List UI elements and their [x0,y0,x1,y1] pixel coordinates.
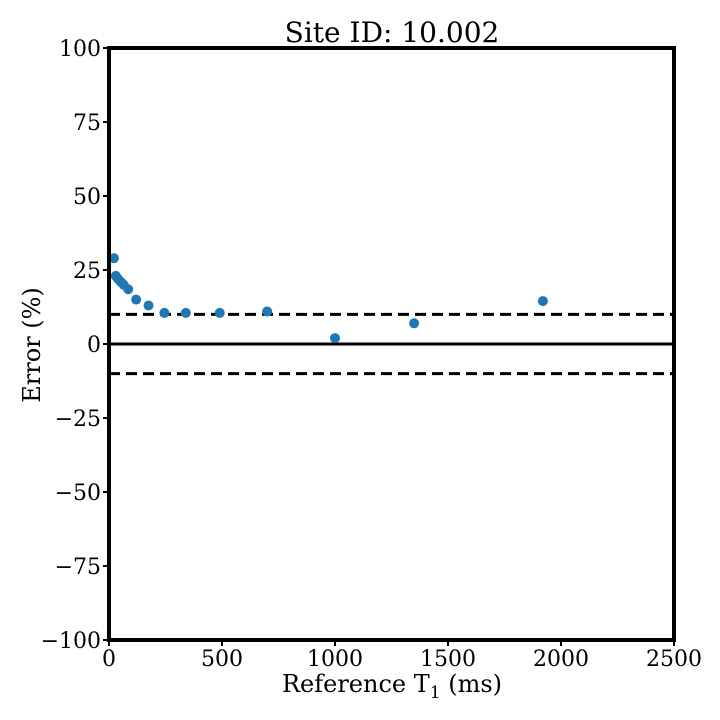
y-tick-label: 100 [59,37,101,62]
y-tick-label: −75 [55,555,101,580]
y-tick-label: 50 [73,185,101,210]
x-axis-label: Reference T1 (ms) [282,670,502,703]
data-point [108,253,119,264]
chart-title: Site ID: 10.002 [285,16,500,49]
data-point [537,296,548,307]
x-tick-label: 1000 [307,647,363,672]
data-point [214,307,225,318]
x-tick-label: 0 [102,647,116,672]
data-point [143,300,154,311]
y-tick-label: −100 [41,629,101,654]
data-point [330,333,340,344]
x-axis-label-main: Reference T [282,670,430,698]
reference-lines [109,312,674,376]
data-point [180,307,191,318]
y-tick-label: −50 [55,481,101,506]
y-axis-label: Error (%) [18,287,46,403]
x-tick-label: 500 [201,647,243,672]
data-point [409,318,420,329]
y-tick-label: 75 [73,111,101,136]
x-tick-label: 1500 [420,647,476,672]
y-tick-label: 25 [73,259,101,284]
data-point [262,306,273,317]
data-point [159,307,170,318]
data-points [108,253,548,344]
x-tick-label: 2500 [646,647,702,672]
y-tick-label: 0 [87,333,101,358]
x-axis-label-subscript: 1 [430,683,441,703]
x-tick-label: 2000 [533,647,589,672]
axis-ticks: 0 500 1000 1500 2000 2500 100 75 50 25 0 −25 −50 −75 −… [41,37,702,672]
data-point [131,294,142,305]
data-point [123,284,134,295]
x-axis-label-unit: (ms) [441,670,502,698]
y-tick-label: −25 [55,407,101,432]
